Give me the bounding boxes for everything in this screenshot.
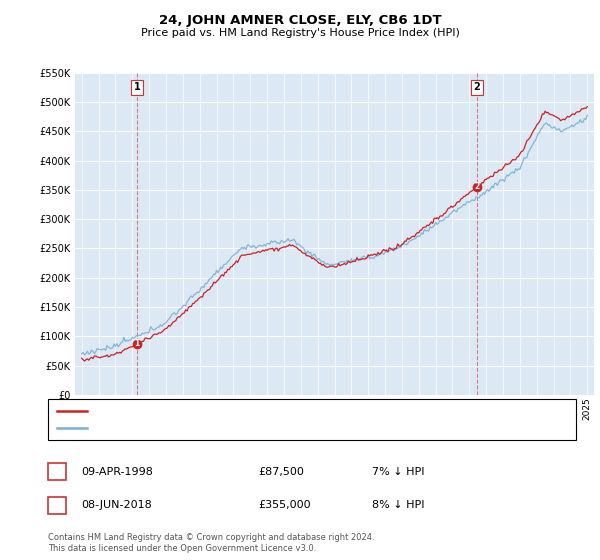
Text: 08-JUN-2018: 08-JUN-2018 — [81, 500, 152, 510]
Text: £87,500: £87,500 — [258, 466, 304, 477]
Text: 2: 2 — [473, 82, 480, 92]
Text: 2: 2 — [474, 183, 479, 192]
Text: 8% ↓ HPI: 8% ↓ HPI — [372, 500, 425, 510]
Text: 1: 1 — [133, 82, 140, 92]
Text: 09-APR-1998: 09-APR-1998 — [81, 466, 153, 477]
Text: 24, JOHN AMNER CLOSE, ELY, CB6 1DT (detached house): 24, JOHN AMNER CLOSE, ELY, CB6 1DT (deta… — [93, 407, 371, 417]
Text: 24, JOHN AMNER CLOSE, ELY, CB6 1DT: 24, JOHN AMNER CLOSE, ELY, CB6 1DT — [158, 14, 442, 27]
Text: 2: 2 — [53, 500, 61, 510]
Text: 1: 1 — [53, 466, 61, 477]
Text: HPI: Average price, detached house, East Cambridgeshire: HPI: Average price, detached house, East… — [93, 423, 376, 433]
Text: Contains HM Land Registry data © Crown copyright and database right 2024.
This d: Contains HM Land Registry data © Crown c… — [48, 533, 374, 553]
Text: Price paid vs. HM Land Registry's House Price Index (HPI): Price paid vs. HM Land Registry's House … — [140, 28, 460, 38]
Text: 7% ↓ HPI: 7% ↓ HPI — [372, 466, 425, 477]
Text: £355,000: £355,000 — [258, 500, 311, 510]
Text: 1: 1 — [134, 339, 139, 348]
